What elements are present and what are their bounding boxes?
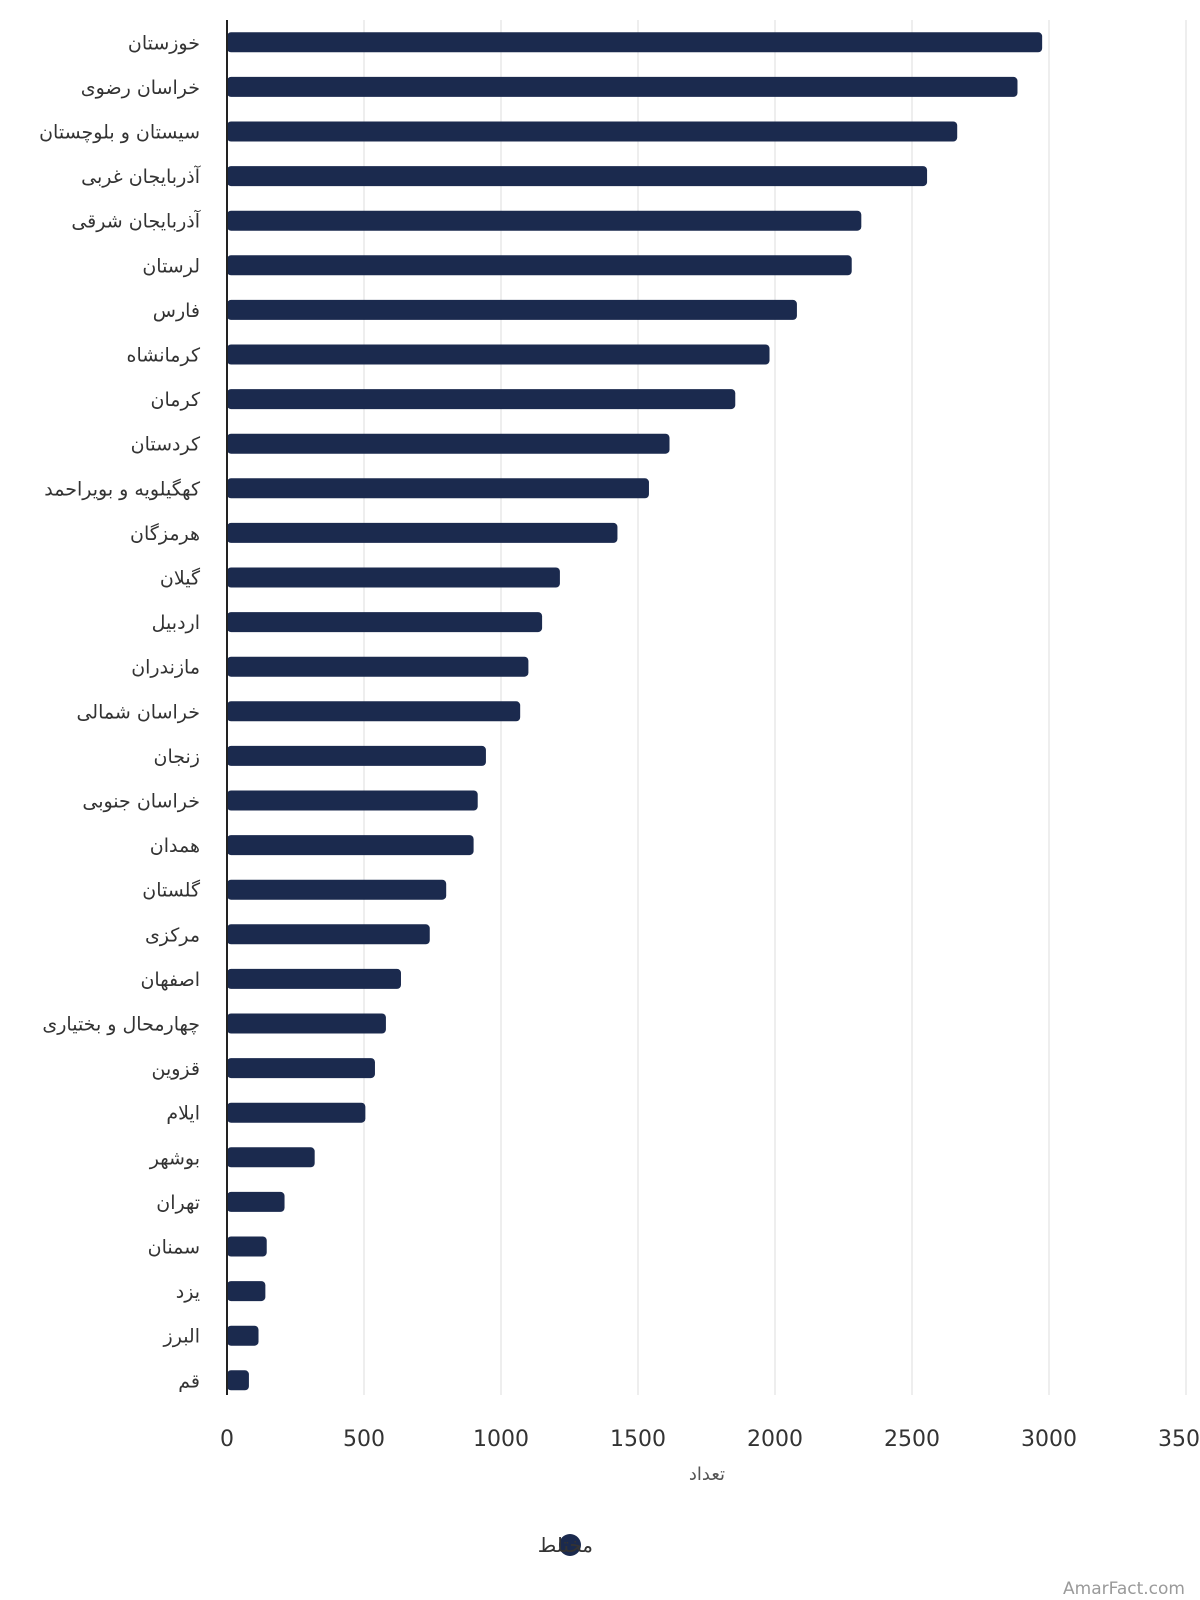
legend[interactable]: مختلط [538, 1533, 593, 1557]
x-tick-label: 500 [343, 1427, 385, 1452]
x-tick-label: 1500 [610, 1427, 666, 1452]
bar[interactable] [227, 790, 478, 811]
category-label: خراسان رضوی [81, 77, 200, 99]
bar[interactable] [227, 1102, 366, 1123]
bar[interactable] [227, 210, 862, 231]
category-label: خراسان شمالی [76, 701, 200, 723]
category-label: قزوین [152, 1058, 201, 1080]
x-tick-label: 2000 [747, 1427, 803, 1452]
bar[interactable] [227, 1147, 315, 1168]
legend-label: مختلط [538, 1533, 593, 1557]
category-label: کهگیلویه و بویراحمد [44, 477, 201, 500]
x-tick-label: 3500 [1158, 1427, 1200, 1452]
bar[interactable] [227, 121, 958, 142]
bar[interactable] [227, 166, 928, 187]
category-label: همدان [150, 835, 200, 857]
category-label: کردستان [131, 434, 201, 456]
category-label: کرمان [151, 389, 201, 411]
bar[interactable] [227, 745, 486, 766]
category-label: آذربایجان غربی [81, 164, 201, 188]
category-label: مازندران [131, 657, 200, 679]
category-label: بوشهر [149, 1147, 200, 1169]
bar[interactable] [227, 612, 543, 633]
bar[interactable] [227, 1058, 375, 1079]
bar[interactable] [227, 1281, 266, 1302]
category-label: سیستان و بلوچستان [39, 122, 200, 144]
grid-lines [363, 20, 1187, 1395]
category-label: خوزستان [128, 32, 200, 54]
category-label: مرکزی [145, 924, 200, 946]
category-label: آذربایجان شرقی [71, 209, 200, 233]
bar[interactable] [227, 1191, 285, 1212]
bar[interactable] [227, 835, 474, 856]
bar[interactable] [227, 656, 529, 677]
x-tick-label: 1000 [473, 1427, 529, 1452]
bar[interactable] [227, 1013, 386, 1034]
bar[interactable] [227, 389, 736, 410]
bar[interactable] [227, 433, 670, 454]
x-tick-label: 0 [220, 1427, 234, 1452]
category-label: کرمانشاه [127, 345, 201, 367]
category-label: زنجان [154, 746, 200, 768]
bar[interactable] [227, 567, 560, 588]
category-label: اردبیل [152, 612, 200, 634]
category-label: لرستان [142, 255, 200, 277]
category-label: ایلام [166, 1103, 200, 1125]
bar[interactable] [227, 924, 430, 945]
bar[interactable] [227, 522, 618, 543]
x-tick-label: 2500 [884, 1427, 940, 1452]
bar[interactable] [227, 968, 401, 989]
bar[interactable] [227, 299, 797, 320]
category-label: چهارمحال و بختیاری [42, 1014, 200, 1036]
category-labels: خوزستان خراسان رضوی سیستان و بلوچستان آذربا… [39, 32, 201, 1392]
category-label: گیلان [160, 567, 201, 590]
bar[interactable] [227, 76, 1018, 97]
category-label: سمنان [148, 1237, 200, 1259]
bars-group [227, 32, 1043, 1391]
bar[interactable] [227, 255, 852, 276]
category-label: یزد [176, 1281, 200, 1303]
x-axis-title: تعداد [689, 1464, 725, 1485]
bar[interactable] [227, 701, 521, 722]
category-label: فارس [153, 300, 200, 322]
category-label: هرمزگان [130, 522, 200, 545]
bar[interactable] [227, 1325, 259, 1346]
category-label: تهران [156, 1192, 200, 1214]
category-label: اصفهان [140, 969, 200, 991]
category-label: خراسان جنوبی [82, 791, 200, 813]
category-label: گلستان [142, 879, 201, 902]
bar[interactable] [227, 1236, 267, 1257]
x-tick-labels: 0 500 1000 1500 2000 2500 3000 3500 [220, 1427, 1200, 1452]
x-tick-label: 3000 [1021, 1427, 1077, 1452]
bar[interactable] [227, 344, 770, 365]
credit-text: AmarFact.com [1063, 1579, 1185, 1599]
bar[interactable] [227, 1370, 249, 1391]
category-label: البرز [163, 1326, 200, 1348]
bar[interactable] [227, 879, 447, 900]
bar[interactable] [227, 478, 649, 499]
legend-marker [559, 1534, 581, 1556]
bar[interactable] [227, 32, 1043, 53]
category-label: قم [178, 1370, 200, 1392]
